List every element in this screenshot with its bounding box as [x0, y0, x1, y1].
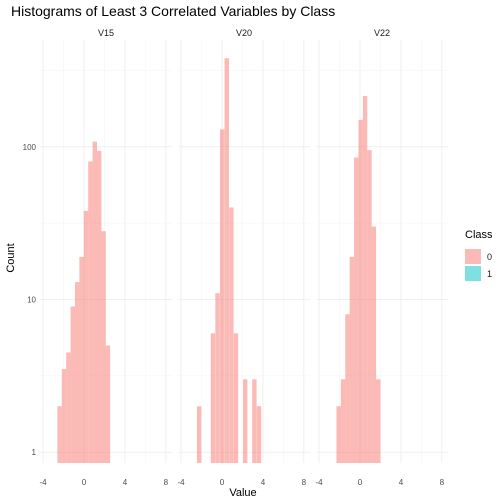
histogram-bar [196, 406, 202, 463]
histogram-bar [79, 256, 84, 463]
legend-label: 1 [487, 269, 492, 279]
histogram-bar [219, 129, 225, 464]
facet-panels: V15 -4 0 4 8 V20 -4 0 4 8 V22 -4 0 4 8 1 10 100 [23, 28, 448, 487]
x-tick-label: 4 [399, 478, 404, 487]
histogram-bar [358, 119, 363, 464]
histogram-bar [242, 379, 248, 463]
x-tick-label: 8 [440, 478, 445, 487]
histogram-bar [224, 58, 229, 464]
facet-label: V20 [236, 28, 252, 38]
x-tick-label: -4 [316, 478, 324, 487]
histogram-bar [367, 150, 372, 463]
panel-v15: V15 -4 0 4 8 [40, 28, 172, 487]
histogram-bar [66, 352, 71, 463]
histogram-bar [349, 256, 355, 463]
panel-v20: V20 -4 0 4 8 [178, 28, 310, 487]
histogram-bar [340, 379, 346, 463]
histogram-bar [233, 333, 239, 463]
histogram-bar [215, 293, 220, 463]
legend-title: Class [465, 229, 493, 241]
y-axis-ticks: 1 10 100 [23, 143, 37, 457]
histogram-bar [74, 282, 80, 463]
histogram-bar [57, 406, 62, 463]
y-tick-label: 100 [23, 143, 37, 152]
x-tick-label: -4 [178, 478, 186, 487]
x-tick-label: 0 [220, 478, 225, 487]
x-tick-label: 8 [302, 478, 307, 487]
x-tick-label: 4 [123, 478, 128, 487]
histogram-bar [371, 226, 377, 463]
x-tick-label: 4 [261, 478, 266, 487]
x-tick-label: -4 [40, 478, 48, 487]
histogram-bar [256, 406, 262, 463]
x-tick-label: 0 [358, 478, 363, 487]
histogram-bar [210, 333, 216, 463]
legend: Class 0 1 [465, 229, 493, 281]
histogram-bar [70, 306, 75, 463]
x-axis-title: Value [229, 487, 256, 499]
y-tick-label: 1 [32, 448, 37, 457]
y-tick-label: 10 [27, 295, 36, 304]
facet-label: V15 [98, 28, 114, 38]
histogram-bar [336, 406, 341, 463]
histogram-bar [88, 161, 93, 463]
histogram-bar [61, 369, 67, 463]
chart-title: Histograms of Least 3 Correlated Variabl… [11, 3, 335, 19]
histogram-bar [345, 314, 350, 463]
histogram-bar [362, 95, 368, 464]
y-axis-title: Count [5, 243, 17, 272]
histogram-bar [376, 379, 381, 463]
x-tick-label: 0 [82, 478, 87, 487]
histogram-bar [96, 150, 102, 463]
histogram-bar [252, 379, 257, 463]
panel-v22: V22 -4 0 4 8 [316, 28, 448, 487]
histogram-bar [354, 157, 359, 463]
legend-label: 0 [487, 252, 492, 262]
legend-key-class-1 [465, 266, 481, 281]
x-tick-label: 8 [164, 478, 169, 487]
histogram-bar [101, 231, 106, 463]
histogram-bar [229, 207, 234, 463]
histogram-bar [92, 141, 97, 463]
histogram-bar [105, 345, 111, 463]
facet-label: V22 [374, 28, 390, 38]
histogram-bar [83, 210, 89, 463]
legend-key-class-0 [465, 249, 481, 264]
